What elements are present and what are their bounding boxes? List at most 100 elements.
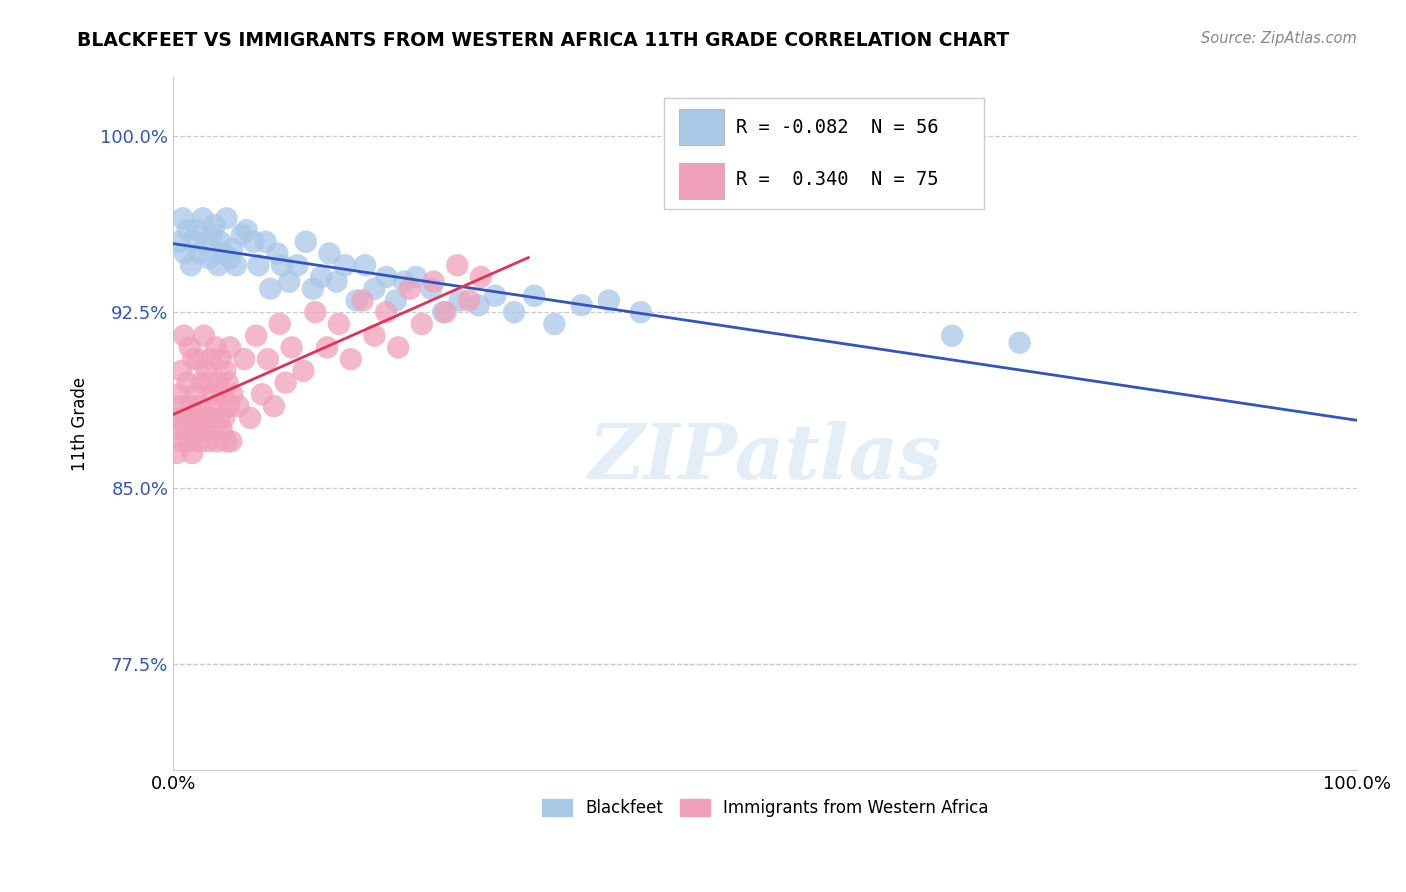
Point bbox=[209, 352, 232, 367]
Point bbox=[434, 305, 457, 319]
Point bbox=[318, 246, 340, 260]
Point bbox=[174, 410, 197, 425]
Point bbox=[193, 328, 215, 343]
Point bbox=[484, 289, 506, 303]
Point bbox=[941, 328, 963, 343]
Point bbox=[188, 246, 211, 260]
Point bbox=[207, 258, 229, 272]
Point bbox=[271, 258, 294, 272]
Point bbox=[176, 376, 198, 390]
Point bbox=[411, 317, 433, 331]
Text: R =  0.340  N = 75: R = 0.340 N = 75 bbox=[735, 170, 938, 189]
Point bbox=[174, 246, 197, 260]
Point bbox=[215, 434, 238, 449]
Point bbox=[198, 410, 221, 425]
Point bbox=[204, 399, 226, 413]
Point bbox=[197, 376, 219, 390]
Point bbox=[204, 219, 226, 233]
Point bbox=[571, 298, 593, 312]
Point bbox=[630, 305, 652, 319]
Point bbox=[316, 340, 339, 354]
Point bbox=[186, 410, 208, 425]
Point bbox=[233, 352, 256, 367]
Point bbox=[200, 352, 222, 367]
Point bbox=[399, 282, 422, 296]
Text: R = -0.082  N = 56: R = -0.082 N = 56 bbox=[735, 118, 938, 136]
Point bbox=[269, 317, 291, 331]
Point bbox=[278, 275, 301, 289]
Point bbox=[598, 293, 620, 308]
Point bbox=[384, 293, 406, 308]
Point bbox=[176, 223, 198, 237]
FancyBboxPatch shape bbox=[679, 162, 724, 199]
Point bbox=[309, 270, 332, 285]
Point bbox=[292, 364, 315, 378]
Point bbox=[207, 376, 229, 390]
Point bbox=[195, 235, 218, 249]
Point bbox=[1008, 335, 1031, 350]
Point bbox=[215, 211, 238, 226]
Point bbox=[274, 376, 297, 390]
Point bbox=[302, 282, 325, 296]
Point bbox=[363, 328, 385, 343]
Point bbox=[180, 258, 202, 272]
Point bbox=[523, 289, 546, 303]
Point bbox=[187, 352, 209, 367]
Point bbox=[231, 227, 253, 242]
Point bbox=[458, 293, 481, 308]
Point bbox=[209, 235, 232, 249]
Point bbox=[197, 434, 219, 449]
Point bbox=[219, 340, 242, 354]
Point bbox=[194, 410, 217, 425]
Point bbox=[375, 305, 398, 319]
Point bbox=[179, 340, 201, 354]
Point bbox=[503, 305, 526, 319]
Point bbox=[432, 305, 454, 319]
Point bbox=[174, 423, 197, 437]
Point bbox=[325, 275, 347, 289]
Point bbox=[201, 227, 224, 242]
Point bbox=[180, 399, 202, 413]
Point bbox=[167, 235, 190, 249]
Point bbox=[294, 235, 316, 249]
Point bbox=[195, 364, 218, 378]
Point bbox=[170, 364, 193, 378]
Point bbox=[172, 211, 194, 226]
Point bbox=[392, 275, 415, 289]
Text: ZIPatlas: ZIPatlas bbox=[589, 421, 942, 495]
Point bbox=[221, 242, 243, 256]
Point bbox=[245, 328, 267, 343]
Point bbox=[191, 423, 214, 437]
Point bbox=[201, 423, 224, 437]
Point bbox=[354, 258, 377, 272]
Point bbox=[191, 211, 214, 226]
Point bbox=[346, 293, 368, 308]
Point bbox=[217, 376, 239, 390]
Point bbox=[202, 387, 225, 401]
Point bbox=[181, 446, 204, 460]
Point bbox=[208, 410, 231, 425]
Point bbox=[225, 258, 247, 272]
Point bbox=[214, 364, 236, 378]
Point bbox=[250, 387, 273, 401]
Point bbox=[470, 270, 492, 285]
Point bbox=[405, 270, 427, 285]
Point bbox=[339, 352, 361, 367]
Point bbox=[228, 399, 250, 413]
Point bbox=[211, 423, 233, 437]
Point bbox=[190, 399, 212, 413]
Legend: Blackfeet, Immigrants from Western Africa: Blackfeet, Immigrants from Western Afric… bbox=[536, 792, 995, 824]
Point bbox=[183, 423, 205, 437]
Point bbox=[254, 235, 277, 249]
Point bbox=[420, 282, 443, 296]
Point bbox=[242, 235, 264, 249]
Point bbox=[363, 282, 385, 296]
Point bbox=[387, 340, 409, 354]
Point bbox=[266, 246, 288, 260]
Point bbox=[184, 387, 207, 401]
Point bbox=[239, 410, 262, 425]
Point bbox=[263, 399, 285, 413]
Point bbox=[328, 317, 350, 331]
Point bbox=[304, 305, 326, 319]
Point bbox=[467, 298, 489, 312]
